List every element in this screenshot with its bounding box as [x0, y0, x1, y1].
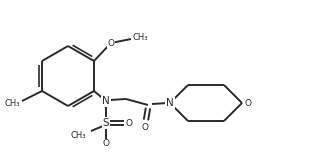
Text: O: O [126, 119, 132, 127]
Text: CH₃: CH₃ [71, 131, 86, 140]
Text: O: O [141, 123, 148, 132]
Text: N: N [166, 98, 174, 108]
Text: CH₃: CH₃ [5, 99, 20, 107]
Text: O: O [108, 39, 115, 48]
Text: N: N [102, 96, 110, 106]
Text: CH₃: CH₃ [133, 33, 148, 42]
Text: O: O [244, 99, 251, 107]
Text: O: O [102, 140, 109, 148]
Text: S: S [103, 118, 109, 128]
